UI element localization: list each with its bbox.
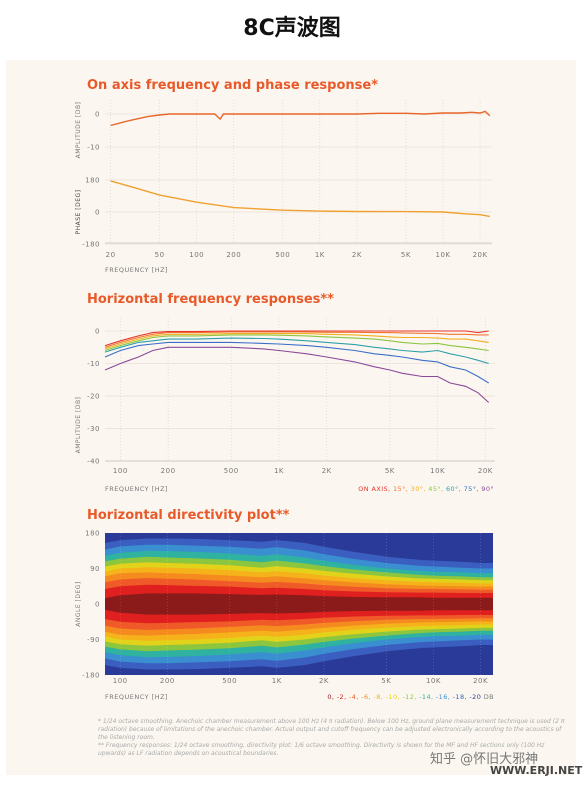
chart2-x-tick-label: 200 [161,467,176,475]
chart3-y-tick-label: -180 [82,672,100,680]
chart2-legend-entry: 75°, [461,485,479,493]
chart1-x-tick-label: 500 [275,251,290,259]
chart2-y-tick-label: 0 [95,328,100,336]
chart2-legend-entry: 60°, [444,485,462,493]
watermark: 知乎 @怀旧大邪神 [430,752,539,767]
chart2-series-line [104,330,489,347]
chart3-y-tick-label: 0 [95,601,100,609]
chart2-y-tick-label: -40 [87,458,100,466]
chart2-series-line [104,341,489,384]
chart3-legend-level: -10, [383,693,400,701]
chart2-legend: ON AXIS, 15°, 30°, 45°, 60°, 75°, 90° [358,485,494,493]
chart1-x-tick-label: 2K [352,251,362,259]
chart3-legend-level: -4, [347,693,359,701]
chart3-legend-level: -8, [371,693,383,701]
chart3-y-tick-label: 180 [85,530,100,538]
chart3-x-tick-label: 200 [160,677,175,685]
chart2-legend-entry: 90° [479,485,494,493]
chart2-series-line [104,334,489,352]
chart3-x-tick-label: 500 [222,677,237,685]
chart1-x-tick-label: 5K [401,251,411,259]
chart1-amplitude-line [110,110,491,127]
footnotes: * 1/24 octave smoothing. Anechoic chambe… [98,718,568,758]
chart3-legend-unit: DB [481,693,494,701]
chart3-x-axis-label: FREQUENCY [HZ] [105,693,168,701]
chart1-x-tick-label: 10K [435,251,450,259]
footnote-1: * 1/24 octave smoothing. Anechoic chambe… [98,718,565,741]
chart3-legend-level: 0, [327,693,334,701]
chart3-x-tick-label: 100 [113,677,128,685]
chart2-series-line [104,333,489,350]
chart1-x-tick-label: 20 [106,251,116,259]
chart3-contour-band [105,593,493,615]
chart3-legend-level: -6, [359,693,371,701]
chart2-x-tick-label: 10K [430,467,445,475]
chart2-y-axis-label: AMPLITUDE [DB] [75,397,82,454]
chart2-series-line [104,346,490,403]
chart3-title: Horizontal directivity plot** [87,508,290,523]
chart3-legend-level: -12, [400,693,417,701]
chart2-y-tick-label: -30 [87,425,100,433]
chart1-phase-y-tick-label: 180 [85,177,100,185]
chart3-legend-level: -16, [433,693,450,701]
chart2-y-tick-label: -10 [87,360,100,368]
chart1-title: On axis frequency and phase response* [87,78,379,93]
chart1-x-tick-label: 200 [226,251,241,259]
chart2-legend-entry: 30°, [408,485,426,493]
chart1-phase-line [110,180,490,218]
chart1-x-tick-label: 1K [315,251,325,259]
chart2-legend-entry: 45°, [426,485,444,493]
chart3-legend-level: -14, [417,693,434,701]
chart1-amp-y-axis-label: AMPLITUDE [DB] [75,102,82,159]
chart2-legend-entry: 15°, [391,485,409,493]
chart2-x-tick-label: 5K [385,467,395,475]
chart3-legend-level: -18, [450,693,467,701]
chart3-legend: 0, -2, -4, -6, -8, -10, -12, -14, -16, -… [327,693,494,701]
chart3-legend-level: -2, [334,693,346,701]
chart1-phase-y-tick-label: -180 [82,241,100,249]
chart3-x-tick-label: 1K [272,677,282,685]
watermark-site: WWW.ERJI.NET [490,764,583,777]
chart2-y-tick-label: -20 [87,393,100,401]
chart3-y-tick-label: 90 [90,565,100,573]
chart2-x-tick-label: 500 [224,467,239,475]
chart1-x-tick-label: 20K [473,251,488,259]
chart3-x-tick-label: 10K [426,677,441,685]
chart2-x-tick-label: 100 [113,467,128,475]
chart3-x-tick-label: 2K [319,677,329,685]
footnote-2: ** Frequency responses: 1/24 octave smoo… [98,742,545,757]
chart1-x-axis-label: FREQUENCY [HZ] [105,266,168,274]
chart3-y-tick-label: -90 [87,636,100,644]
chart2-x-tick-label: 1K [274,467,284,475]
chart3-legend-level: -20 [467,693,481,701]
chart3-y-axis-label: ANGLE [DEG] [75,581,82,627]
chart1-x-tick-label: 100 [189,251,204,259]
chart2-series-line [104,337,489,365]
chart3-x-tick-label: 20K [473,677,488,685]
chart1-phase-y-tick-label: 0 [95,209,100,217]
chart1-amp-y-tick-label: 0 [95,111,100,119]
chart1-amp-y-tick-label: -10 [87,144,100,152]
chart2-series-line [104,331,489,348]
chart2-x-tick-label: 20K [478,467,493,475]
chart2-legend-entry: ON AXIS, [358,485,390,493]
chart2-x-tick-label: 2K [322,467,332,475]
chart2-x-axis-label: FREQUENCY [HZ] [105,485,168,493]
chart1-phase-y-axis-label: PHASE [DEG] [75,190,82,235]
page-title: 8C声波图 [243,16,341,41]
chart1-x-tick-label: 50 [155,251,165,259]
chart3-x-tick-label: 5K [381,677,391,685]
chart2-title: Horizontal frequency responses** [87,292,334,307]
